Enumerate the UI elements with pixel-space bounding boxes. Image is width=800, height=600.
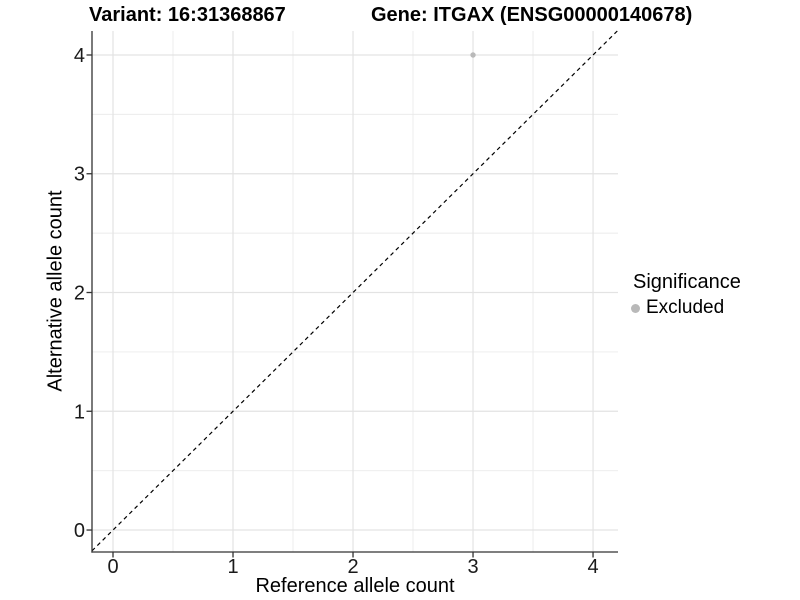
y-tick-label: 4 xyxy=(74,45,85,67)
x-tick-label: 1 xyxy=(227,556,238,578)
y-tick-label: 0 xyxy=(74,520,85,542)
y-tick-label: 3 xyxy=(74,164,85,186)
x-tick-label: 3 xyxy=(467,556,478,578)
legend-title: Significance xyxy=(633,271,741,293)
data-point xyxy=(470,52,476,58)
x-axis-title: Reference allele count xyxy=(255,575,455,597)
excluded-point-marker-icon xyxy=(631,303,640,313)
x-tick-label: 0 xyxy=(107,556,118,578)
legend-item-excluded: Excluded xyxy=(629,297,741,319)
legend: Significance Excluded xyxy=(629,271,741,319)
legend-item-label: Excluded xyxy=(646,297,725,318)
x-tick-label: 2 xyxy=(347,556,358,578)
y-axis-title: Alternative allele count xyxy=(44,190,67,392)
identity-reference-line xyxy=(91,29,619,552)
y-tick-label: 2 xyxy=(74,283,85,305)
x-tick-label: 4 xyxy=(587,556,598,578)
variant-title: Variant: 16:31368867 xyxy=(89,4,286,26)
gene-title: Gene: ITGAX (ENSG00000140678) xyxy=(371,4,693,26)
y-tick-label: 1 xyxy=(74,401,85,423)
